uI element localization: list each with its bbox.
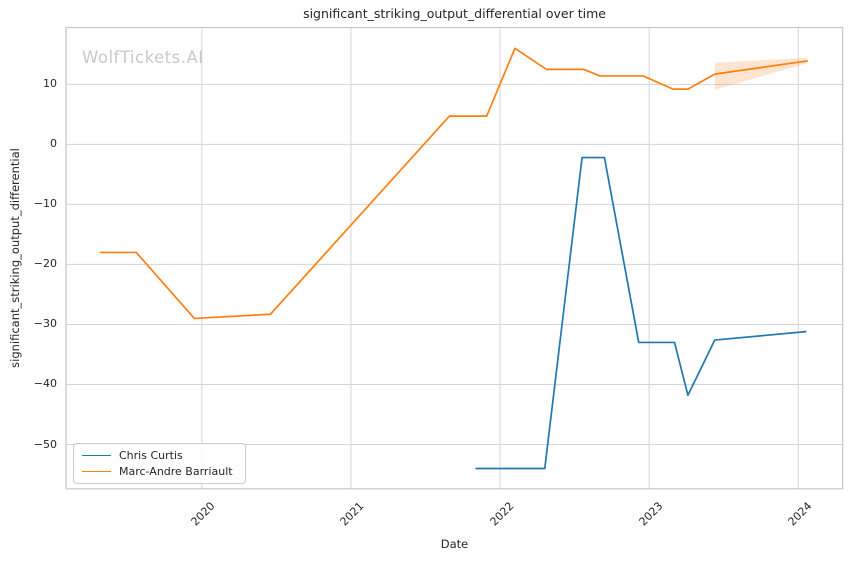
legend-item-marc-andre-barriault: Marc-Andre Barriault bbox=[82, 465, 237, 478]
series-line-marc-andre-barriault bbox=[99, 47, 809, 320]
watermark: WolfTickets.AI bbox=[82, 48, 204, 67]
y-tick-label: −30 bbox=[33, 317, 57, 331]
series-line-chris-curtis bbox=[475, 156, 807, 470]
legend-label: Chris Curtis bbox=[119, 448, 183, 462]
chart-title: significant_striking_output_differential… bbox=[303, 6, 606, 21]
legend: Chris Curtis Marc-Andre Barriault bbox=[73, 443, 246, 484]
y-tick-label: −50 bbox=[33, 437, 57, 451]
confidence-band bbox=[714, 57, 808, 90]
y-tick-label: −40 bbox=[33, 377, 57, 391]
y-tick-label: −10 bbox=[33, 197, 57, 211]
legend-line-sample-blue bbox=[82, 454, 111, 456]
y-tick-label: −20 bbox=[33, 257, 57, 271]
legend-label: Marc-Andre Barriault bbox=[119, 465, 233, 479]
x-axis-label: Date bbox=[440, 537, 469, 551]
y-axis-label: significant_striking_output_differential bbox=[8, 148, 22, 368]
y-tick-label: 10 bbox=[43, 77, 57, 91]
legend-item-chris-curtis: Chris Curtis bbox=[82, 449, 237, 462]
y-tick-label: 0 bbox=[50, 137, 57, 151]
plot-border bbox=[65, 26, 844, 490]
legend-line-sample-orange bbox=[82, 471, 111, 473]
